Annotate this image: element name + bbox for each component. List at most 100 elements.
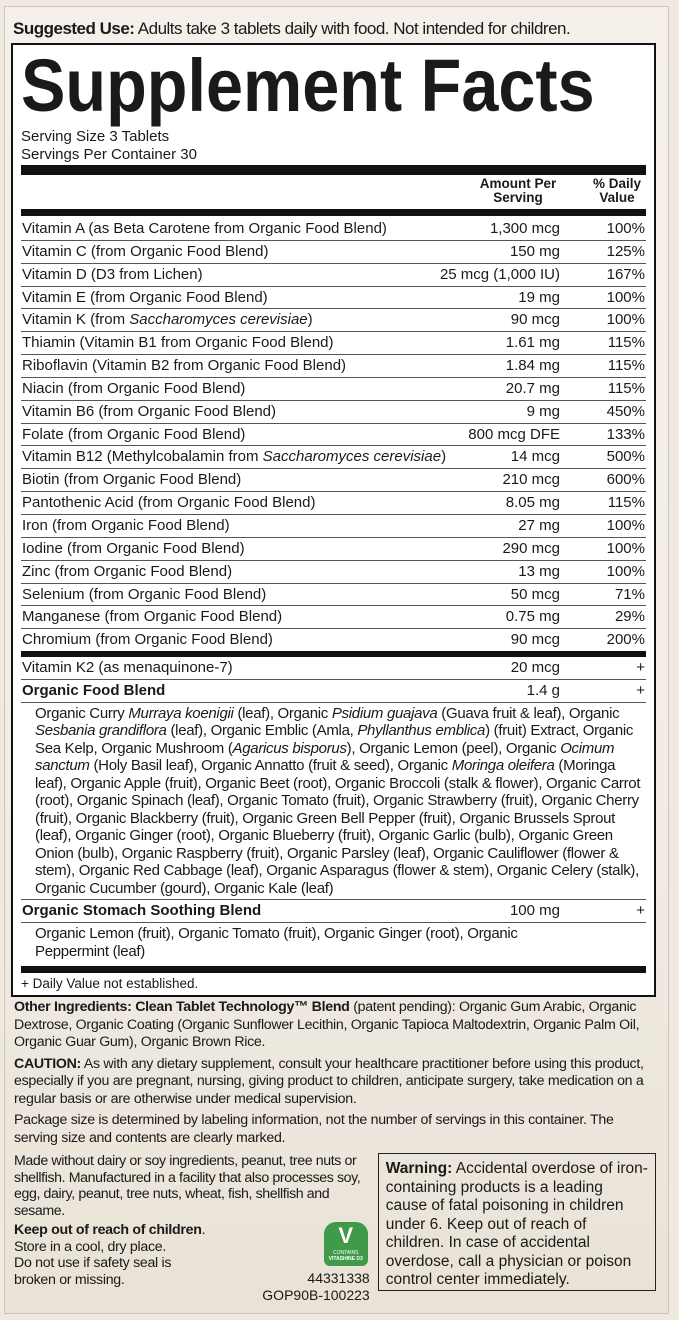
text-segment: Vitamin K (from xyxy=(22,311,130,329)
allergen-statement: Made without dairy or soy ingredients, p… xyxy=(14,1153,361,1219)
nutrient-amount: 9 mg xyxy=(526,402,560,420)
text-segment: Chromium (from Organic Food Blend) xyxy=(22,631,273,649)
caution: CAUTION: As with any dietary supplement,… xyxy=(14,1055,644,1107)
text-segment: ) (fruit) Extract, Organic Sea Kelp, Org… xyxy=(35,722,634,757)
nutrient-name: Vitamin E (from Organic Food Blend) xyxy=(22,287,268,309)
nutrient-daily-value: 600% xyxy=(606,471,645,489)
text-segment: Vitamin B12 (Methylcobalamin from xyxy=(22,448,263,466)
divider-thick xyxy=(21,966,646,974)
nutrient-daily-value: 133% xyxy=(606,425,645,443)
nutrient-amount: 1.61 mg xyxy=(505,334,560,352)
serving-info: Serving Size 3 Tablets Servings Per Cont… xyxy=(21,128,197,163)
bottom-section: Made without dairy or soy ingredients, p… xyxy=(11,1153,656,1304)
nutrient-amount: 290 mcg xyxy=(502,539,560,557)
content-flow: Supplement Facts Serving Size 3 Tablets … xyxy=(11,43,656,1304)
text-segment: Organic Curry xyxy=(35,704,129,722)
text-segment: Vitamin C (from Organic Food Blend) xyxy=(22,242,269,260)
storage-info: Keep out of reach of children. Store in … xyxy=(14,1222,206,1288)
nutrient-name: Folate (from Organic Food Blend) xyxy=(22,424,245,446)
nutrient-daily-value: 167% xyxy=(606,265,645,283)
table-row: Pantothenic Acid (from Organic Food Blen… xyxy=(21,492,646,515)
divider-thick xyxy=(21,165,646,175)
nutrient-daily-value: 29% xyxy=(614,608,645,626)
nutrient-daily-value: 115% xyxy=(607,494,645,512)
bottom-left: Made without dairy or soy ingredients, p… xyxy=(14,1153,370,1304)
text-segment: Zinc (from Organic Food Blend) xyxy=(22,562,233,580)
package-note: Package size is determined by labeling i… xyxy=(14,1112,614,1146)
text-segment: Biotin (from Organic Food Blend) xyxy=(22,471,242,489)
nutrient-name: Vitamin B12 (Methylcobalamin from Saccha… xyxy=(22,446,446,468)
nutrient-amount: 0.75 mg xyxy=(505,608,560,626)
header-daily-value: % Daily Value xyxy=(592,176,642,205)
nutrient-daily-value: 125% xyxy=(606,242,645,260)
table-row: Selenium (from Organic Food Blend) 50 mcg… xyxy=(21,584,646,607)
header-amount: Amount Per Serving xyxy=(479,176,557,205)
nutrient-name: Niacin (from Organic Food Blend) xyxy=(22,378,245,400)
table-row: Vitamin B12 (Methylcobalamin from Saccha… xyxy=(21,446,646,470)
nutrient-amount: 210 mcg xyxy=(502,471,560,489)
footnote: + Daily Value not established. xyxy=(21,976,199,992)
nutrient-daily-value: 100% xyxy=(606,516,645,534)
table-row: Iodine (from Organic Food Blend) 290 mcg 1… xyxy=(21,538,646,561)
nutrient-daily-value: 115% xyxy=(607,357,645,375)
text-segment: Murraya koenigii xyxy=(128,704,234,722)
table-row: Zinc (from Organic Food Blend) 13 mg 100% xyxy=(21,561,646,584)
nutrient-name: Vitamin B6 (from Organic Food Blend) xyxy=(22,401,276,423)
table-row: Vitamin C (from Organic Food Blend) 150 m… xyxy=(21,241,646,264)
nutrient-daily-value: 100% xyxy=(606,562,645,580)
facts-top: Supplement Facts Serving Size 3 Tablets … xyxy=(13,44,654,657)
table-row: Vitamin E (from Organic Food Blend) 19 mg… xyxy=(21,287,646,310)
nutrient-amount: 13 mg xyxy=(518,562,560,580)
nutrient-daily-value: 500% xyxy=(606,448,645,466)
nutrient-daily-value: 100% xyxy=(606,539,645,557)
nutrient-amount: 25 mcg (1,000 IU) xyxy=(439,265,560,283)
nutrient-amount: 90 mcg xyxy=(510,311,560,329)
text-segment: Psidium guajava xyxy=(331,704,438,722)
nutrient-name: Vitamin C (from Organic Food Blend) xyxy=(22,241,268,263)
nutrient-name: Chromium (from Organic Food Blend) xyxy=(22,629,273,651)
table-row: Folate (from Organic Food Blend) 800 mcg … xyxy=(21,424,646,447)
text-segment: Phyllanthus emblica xyxy=(357,722,486,740)
table-row: Riboflavin (Vitamin B2 from Organic Food… xyxy=(21,355,646,378)
page-title: Supplement Facts xyxy=(21,44,595,127)
text-segment: Thiamin (Vitamin B1 from Organic Food Bl… xyxy=(22,334,334,352)
product-codes: 44331338 GOP90B-100223 xyxy=(262,1270,370,1304)
text-segment: Iodine (from Organic Food Blend) xyxy=(22,539,245,557)
storage-row: Keep out of reach of children. Store in … xyxy=(14,1222,370,1304)
other-ingredients: Other Ingredients: Clean Tablet Technolo… xyxy=(14,999,640,1051)
divider-thick xyxy=(21,651,646,657)
text-segment: ) xyxy=(441,448,447,466)
text-segment: Riboflavin (Vitamin B2 from Organic Food… xyxy=(22,357,347,375)
text-segment: Manganese (from Organic Food Blend) xyxy=(22,608,283,626)
suggested-use: Suggested Use: Adults take 3 tablets dai… xyxy=(13,19,571,38)
text-segment: (leaf), Organic xyxy=(233,704,332,722)
text-segment: Saccharomyces cerevisiae xyxy=(262,448,442,466)
text-segment: Selenium (from Organic Food Blend) xyxy=(22,585,267,603)
table-row: Vitamin A (as Beta Carotene from Organic… xyxy=(21,218,646,241)
nutrient-amount: 1,300 mcg xyxy=(489,220,560,237)
table-row: Vitamin B6 (from Organic Food Blend) 9 mg… xyxy=(21,401,646,424)
nutrient-name: Thiamin (Vitamin B1 from Organic Food Bl… xyxy=(22,332,334,354)
nutrient-daily-value: 100% xyxy=(606,311,645,329)
text-segment: Pantothenic Acid (from Organic Food Blen… xyxy=(22,494,316,512)
nutrient-daily-value: 115% xyxy=(607,379,645,397)
nutrient-daily-value: 450% xyxy=(606,402,645,420)
nutrient-name: Vitamin A (as Beta Carotene from Organic… xyxy=(22,218,387,240)
table-row: Iron (from Organic Food Blend) 27 mg 100% xyxy=(21,515,646,538)
nutrient-amount: 19 mg xyxy=(518,288,560,306)
vitashine-badge-icon: V CONTAINS VITASHINE D3 xyxy=(323,1222,368,1267)
nutrient-name: Vitamin D (D3 from Lichen) xyxy=(22,264,203,286)
text-segment: Niacin (from Organic Food Blend) xyxy=(22,379,246,397)
text-segment: Iron (from Organic Food Blend) xyxy=(22,516,230,534)
text-segment: Vitamin D (D3 from Lichen) xyxy=(22,265,203,283)
table-row: Niacin (from Organic Food Blend) 20.7 mg 1… xyxy=(21,378,646,401)
table-row: Manganese (from Organic Food Blend) 0.75 … xyxy=(21,606,646,630)
text-segment: Sesbania grandiflora xyxy=(35,722,167,740)
nutrient-amount: 14 mcg xyxy=(510,448,560,466)
nutrient-name: Vitamin K (from Saccharomyces cerevisiae… xyxy=(22,309,313,331)
text-segment: ) xyxy=(307,311,313,329)
supplement-facts-box: Supplement Facts Serving Size 3 Tablets … xyxy=(11,43,656,998)
text-segment: (Guava fruit & leaf), Organic xyxy=(437,704,620,722)
nutrient-daily-value: 100% xyxy=(606,220,645,237)
text-segment: Vitamin E (from Organic Food Blend) xyxy=(22,288,268,306)
